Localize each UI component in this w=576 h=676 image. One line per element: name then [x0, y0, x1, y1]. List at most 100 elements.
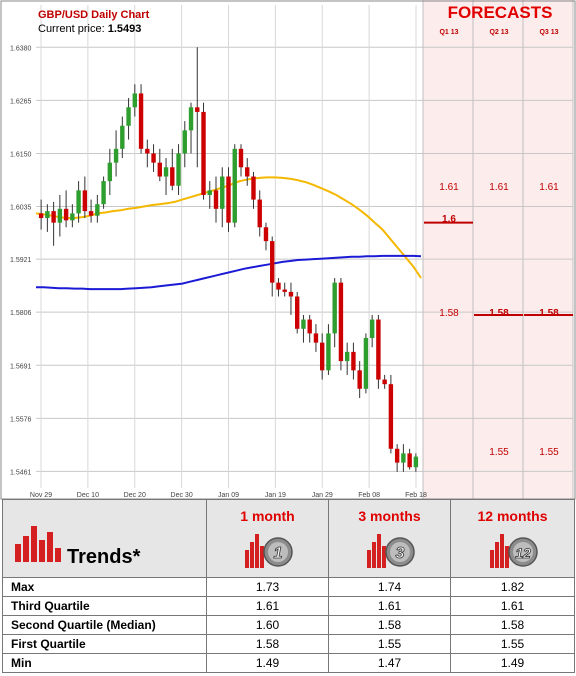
row-label: Second Quartile (Median): [2, 615, 207, 635]
row-value: 1.55: [328, 634, 451, 654]
row-value: 1.49: [450, 653, 575, 673]
row-label: First Quartile: [2, 634, 207, 654]
forecast-q2-third-quartile: 1.61: [489, 182, 509, 193]
current-price-label: Current price:: [38, 23, 105, 35]
one-month-icon: 1: [244, 534, 293, 568]
candle-up: [232, 148, 237, 223]
y-tick-label: 1.6035: [10, 205, 32, 212]
candle-down: [82, 190, 88, 212]
candle-up: [70, 213, 75, 221]
x-tick-label: Jan 29: [312, 492, 333, 499]
x-axis-ticks: Nov 29 Dec 10 Dec 20 Dec 30 Jan 09 Jan 19 Jan …: [30, 492, 427, 499]
forecast-q1-third-quartile: 1.61: [439, 182, 459, 193]
candle-up: [107, 162, 113, 182]
candle-down: [307, 319, 312, 334]
candle-down: [376, 319, 381, 380]
candle-up: [95, 204, 100, 216]
three-months-icon: 3: [366, 534, 415, 568]
candles: [38, 47, 419, 472]
row-value: 1.74: [328, 577, 451, 597]
candle-down: [245, 167, 250, 177]
forecast-q3-low: 1.55: [539, 447, 559, 458]
candle-up: [132, 93, 138, 108]
candle-down: [170, 167, 175, 186]
candle-up: [101, 181, 106, 205]
candle-down: [382, 379, 387, 385]
candle-down: [257, 199, 262, 228]
candle-up: [301, 319, 306, 329]
candle-up: [344, 351, 350, 362]
candle-down: [157, 162, 162, 177]
candle-down: [394, 448, 400, 463]
candle-up: [182, 130, 187, 154]
candle-up: [207, 190, 212, 195]
candle-up: [163, 167, 169, 177]
candle-up: [120, 125, 125, 149]
candle-up: [57, 208, 63, 223]
period-label: 12 months: [477, 508, 548, 524]
candle-down: [270, 241, 275, 283]
candle-up: [413, 456, 419, 468]
period-label: 1 month: [240, 508, 295, 524]
current-price-value: 1.5493: [107, 23, 142, 35]
table-row: Second Quartile (Median) 1.60 1.58 1.58: [2, 615, 575, 635]
row-value: 1.58: [450, 615, 575, 635]
table-row: Min 1.49 1.47 1.49: [2, 653, 575, 673]
chart-grid: [36, 0, 574, 500]
candle-down: [145, 148, 150, 154]
price-chart: 1.6380 1.6265 1.6150 1.6035 1.5921 1.5806 1.56…: [0, 0, 576, 500]
forecast-q3-third-quartile: 1.61: [539, 182, 559, 193]
candle-down: [151, 153, 156, 163]
candle-down: [226, 176, 231, 223]
candle-down: [201, 111, 206, 195]
candle-down: [138, 93, 144, 149]
candle-down: [88, 211, 94, 216]
x-tick-label: Dec 20: [124, 492, 146, 499]
candle-down: [407, 453, 412, 468]
candle-up: [369, 319, 375, 339]
current-price: Current price: 1.5493: [38, 23, 141, 35]
candle-up: [176, 153, 181, 186]
candle-down: [338, 282, 344, 362]
row-value: 1.61: [206, 596, 329, 616]
period-label: 3 months: [358, 508, 421, 524]
candle-up: [45, 211, 50, 219]
row-label: Min: [2, 653, 207, 673]
row-value: 1.47: [328, 653, 451, 673]
quarter-header: Q3 13: [539, 29, 559, 36]
row-value: 1.49: [206, 653, 329, 673]
candle-down: [263, 227, 269, 242]
candle-down: [276, 282, 281, 290]
period-3-months: 3 months 3: [328, 499, 451, 578]
forecast-q1-median: 1.6: [442, 214, 456, 225]
row-value: 1.58: [328, 615, 451, 635]
row-value: 1.55: [450, 634, 575, 654]
candle-down: [295, 296, 300, 329]
svg-text:12: 12: [515, 545, 531, 561]
y-tick-label: 1.5806: [10, 310, 32, 317]
y-tick-label: 1.6265: [10, 98, 32, 105]
y-tick-label: 1.6150: [10, 151, 32, 158]
forecasts-title: FORECASTS: [447, 3, 553, 22]
candle-up: [332, 282, 337, 334]
candle-down: [51, 211, 56, 223]
candle-up: [113, 148, 119, 163]
twelve-months-icon: 12: [489, 534, 538, 568]
forecast-lines: [424, 221, 573, 316]
candle-down: [63, 208, 69, 221]
candle-up: [76, 190, 81, 214]
candle-up: [326, 333, 331, 371]
candle-up: [126, 107, 131, 126]
trends-label: Trends*: [67, 546, 141, 568]
candle-down: [251, 176, 256, 200]
bar-chart-icon: [15, 526, 61, 562]
row-value: 1.58: [206, 634, 329, 654]
x-tick-label: Dec 10: [77, 492, 99, 499]
candle-down: [195, 107, 200, 112]
quarter-header: Q2 13: [489, 29, 509, 36]
x-tick-label: Dec 30: [171, 492, 193, 499]
period-12-months: 12 months 12: [450, 499, 575, 578]
row-value: 1.60: [206, 615, 329, 635]
y-tick-label: 1.5921: [10, 257, 32, 264]
row-value: 1.61: [450, 596, 575, 616]
